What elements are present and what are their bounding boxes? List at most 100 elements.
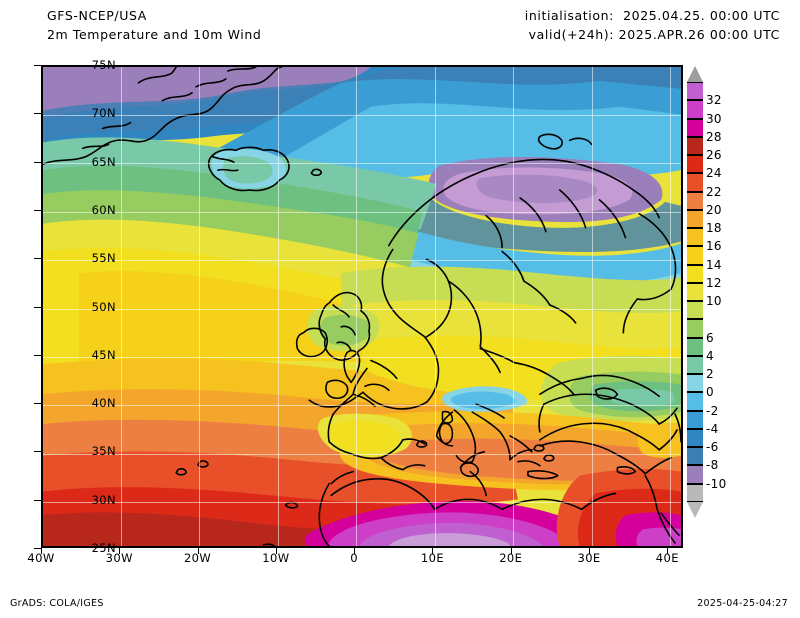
colorbar-segment — [687, 246, 703, 265]
gridline-horizontal — [43, 357, 681, 358]
longitude-tick-mark — [197, 548, 199, 554]
colorbar-segment — [687, 191, 703, 210]
gridline-horizontal — [43, 502, 681, 503]
latitude-tick-label: 50N — [91, 299, 116, 314]
header-left: GFS-NCEP/USA 2m Temperature and 10m Wind — [47, 6, 467, 44]
gridline-vertical — [121, 67, 122, 546]
colorbar-tick-label: 14 — [706, 257, 722, 272]
render-timestamp-label: 2025-04-25-04:27 — [697, 598, 788, 609]
colorbar-tick-label: 22 — [706, 184, 722, 199]
latitude-tick-mark — [34, 354, 41, 356]
latitude-tick-mark — [34, 403, 41, 405]
latitude-tick-label: 45N — [91, 347, 116, 362]
latitude-tick-mark — [34, 113, 41, 115]
colorbar-segment — [687, 82, 703, 101]
colorbar-segment — [687, 374, 703, 393]
latitude-tick-label: 65N — [91, 154, 116, 169]
map-plot-area[interactable] — [41, 65, 683, 548]
longitude-tick-label: 20W — [183, 551, 212, 565]
gridline-horizontal — [43, 405, 681, 406]
colorbar-segment — [687, 228, 703, 247]
colorbar-segment — [687, 319, 703, 338]
model-source-label: GFS-NCEP/USA — [47, 8, 147, 23]
colorbar-segment — [687, 209, 703, 229]
valid-time-label: valid(+24h): 2025.APR.26 00:00 UTC — [528, 27, 780, 42]
temperature-colorbar[interactable]: -10 -8 -6 -4 -2 0 2 4 6 10 12 14 16 18 20 22 24 26 28 30 32 — [687, 66, 726, 518]
header-right: initialisation: 2025.04.25. 00:00 UTC va… — [430, 6, 780, 44]
colorbar-segment — [687, 392, 703, 411]
colorbar-segment — [687, 465, 703, 484]
longitude-tick-label: 30W — [105, 551, 133, 565]
colorbar-tick-label: -10 — [706, 476, 727, 491]
field-title-label: 2m Temperature and 10m Wind — [47, 27, 262, 42]
colorbar-tick-label: 32 — [706, 93, 722, 108]
colorbar-segment — [687, 173, 703, 192]
latitude-tick-mark — [34, 258, 41, 260]
gridline-horizontal — [43, 260, 681, 261]
colorbar-segment — [687, 282, 703, 302]
latitude-tick-mark — [34, 306, 41, 308]
longitude-tick-mark — [119, 548, 121, 554]
longitude-tick-label: 40E — [655, 551, 679, 565]
colorbar-tick-label: -8 — [706, 458, 719, 473]
colorbar-tick-label: 10 — [706, 294, 722, 309]
temperature-heatmap — [43, 67, 681, 546]
longitude-tick-label: 10W — [262, 551, 290, 565]
gridline-vertical — [278, 67, 279, 546]
colorbar-tick-label: 16 — [706, 239, 722, 254]
colorbar-tick-label: 12 — [706, 275, 722, 290]
colorbar-tick-label: 18 — [706, 221, 722, 236]
colorbar-segment — [687, 136, 703, 156]
initialisation-label: initialisation: 2025.04.25. 00:00 UTC — [524, 8, 780, 23]
longitude-tick-mark — [589, 548, 591, 554]
gridline-horizontal — [43, 454, 681, 455]
colorbar-tick-label: 28 — [706, 129, 722, 144]
longitude-tick-mark — [354, 548, 356, 554]
gridline-vertical — [670, 67, 671, 546]
gridline-vertical — [435, 67, 436, 546]
gridline-vertical — [199, 67, 200, 546]
colorbar-tick-label: 4 — [706, 348, 714, 363]
latitude-tick-label: 60N — [91, 202, 116, 217]
longitude-tick-label: 40W — [27, 551, 55, 565]
latitude-tick-mark — [34, 209, 41, 211]
latitude-tick-label: 30N — [91, 492, 116, 507]
longitude-tick-label: 20E — [499, 551, 523, 565]
gridline-horizontal — [43, 309, 681, 310]
latitude-tick-label: 40N — [91, 396, 116, 411]
gridline-horizontal — [43, 212, 681, 213]
gridline-horizontal — [43, 115, 681, 116]
gridline-vertical — [356, 67, 357, 546]
latitude-tick-label: 75N — [91, 58, 116, 72]
colorbar-segment — [687, 100, 703, 119]
colorbar-segment — [687, 264, 703, 283]
colorbar-segment — [687, 337, 703, 356]
colorbar-segment — [687, 410, 703, 429]
gridline-vertical — [592, 67, 593, 546]
longitude-tick-mark — [667, 548, 669, 554]
gridline-horizontal — [43, 163, 681, 164]
colorbar-tick-label: 20 — [706, 202, 722, 217]
latitude-tick-mark — [34, 65, 41, 66]
colorbar-segment — [687, 447, 703, 466]
grads-credit-label: GrADS: COLA/IGES — [10, 598, 104, 609]
colorbar-tick-label: 0 — [706, 385, 714, 400]
colorbar-below-min-arrow — [687, 502, 703, 518]
latitude-tick-mark — [34, 499, 41, 501]
longitude-tick-label: 10E — [420, 551, 445, 565]
colorbar-tick-label: 2 — [706, 367, 714, 382]
colorbar-tick-label: -4 — [706, 421, 719, 436]
longitude-tick-mark — [41, 548, 42, 554]
colorbar-segment — [687, 355, 703, 375]
longitude-tick-mark — [275, 548, 277, 554]
colorbar-tick-label: 30 — [706, 111, 722, 126]
latitude-tick-mark — [34, 451, 41, 453]
colorbar-tick-label: 24 — [706, 166, 722, 181]
longitude-tick-label: 30E — [577, 551, 601, 565]
longitude-tick-mark — [510, 548, 512, 554]
colorbar-tick-label: 26 — [706, 148, 722, 163]
latitude-tick-mark — [34, 161, 41, 163]
latitude-tick-label: 35N — [91, 444, 116, 459]
colorbar-segment — [687, 483, 703, 502]
latitude-tick-label: 55N — [91, 251, 116, 266]
